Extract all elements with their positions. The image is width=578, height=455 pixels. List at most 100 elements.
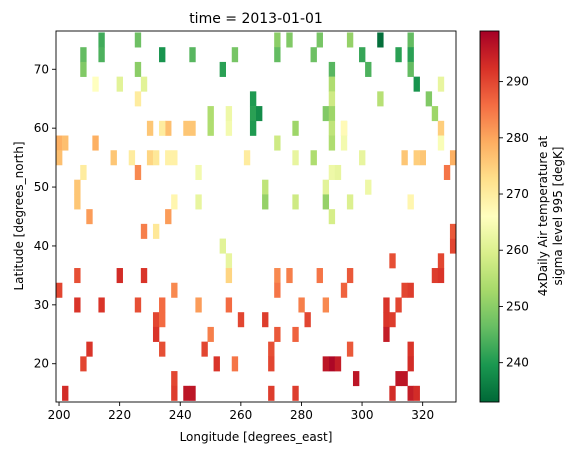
heatmap-cell (262, 179, 269, 195)
heatmap-cell (395, 297, 402, 313)
heatmap-cell (249, 106, 257, 122)
heatmap-cell (225, 253, 233, 269)
x-tick-label: 240 (169, 408, 192, 422)
heatmap-cell (437, 253, 445, 269)
heatmap-cell (146, 120, 154, 136)
heatmap-cell (395, 371, 402, 387)
heatmap-cell (352, 371, 360, 387)
heatmap-cell (328, 135, 336, 151)
heatmap-cell (274, 282, 281, 298)
heatmap-cell (80, 47, 87, 63)
heatmap-cell (207, 326, 214, 342)
heatmap-cell (98, 32, 105, 48)
heatmap-cell (274, 135, 281, 151)
heatmap-cell (128, 150, 136, 166)
heatmap-cell (407, 341, 414, 357)
colorbar-tick-label: 240 (506, 356, 529, 370)
heatmap-cell (262, 312, 269, 328)
y-tick-label: 40 (34, 239, 49, 253)
y-axis-label: Latitude [degrees_north] (12, 141, 26, 290)
x-tick-label: 320 (411, 408, 434, 422)
colorbar-tick-label: 270 (506, 187, 529, 201)
y-tick-label: 50 (34, 180, 49, 194)
heatmap-cell (377, 32, 384, 48)
heatmap-cell (328, 76, 336, 92)
heatmap-cell (268, 356, 275, 372)
heatmap-cell (383, 312, 390, 328)
heatmap-cell (310, 47, 317, 63)
heatmap-cell (437, 135, 445, 151)
colorbar-tick-label: 260 (506, 243, 529, 257)
x-tick-label: 200 (48, 408, 71, 422)
heatmap-cell (171, 194, 178, 210)
heatmap-cell (316, 32, 323, 48)
colorbar-tick-label: 290 (506, 75, 529, 89)
heatmap-cell (219, 238, 226, 254)
heatmap-cell (407, 282, 414, 298)
colorbar-label-line-2: sigma level 995 [degK] (551, 147, 565, 286)
colorbar-label-line-1: 4xDaily Air temperature at (536, 135, 550, 296)
heatmap-cell (62, 135, 69, 151)
heatmap-cell (286, 32, 293, 48)
heatmap-cell (413, 150, 420, 166)
heatmap-cell (98, 47, 105, 63)
heatmap-cell (189, 120, 196, 136)
heatmap-cell (256, 106, 263, 122)
heatmap-cell (346, 32, 354, 48)
colorbar (479, 30, 500, 403)
heatmap-cell (292, 385, 299, 401)
heatmap-cell (316, 268, 323, 284)
heatmap-cell (195, 297, 202, 313)
heatmap-cell (56, 150, 63, 166)
heatmap-cell (80, 61, 87, 77)
y-tick-label: 70 (34, 62, 49, 76)
x-axis-label: Longitude [degrees_east] (180, 430, 333, 444)
heatmap-cell (225, 297, 233, 313)
y-axis-ticks: 20 30 40 50 60 70 (34, 62, 56, 371)
heatmap-cell (359, 47, 366, 63)
heatmap-cell (134, 61, 142, 77)
x-tick-label: 260 (229, 408, 252, 422)
heatmap-cell (310, 150, 317, 166)
heatmap-cell (383, 326, 390, 342)
heatmap-cell (262, 194, 269, 210)
heatmap-cell (419, 150, 426, 166)
heatmap-cell (159, 47, 166, 63)
heatmap-cell (437, 76, 445, 92)
heatmap-cell (56, 135, 63, 151)
heatmap-cell (425, 91, 433, 107)
heatmap-cell (274, 47, 281, 63)
heatmap-cell (165, 209, 172, 225)
heatmap-cell (328, 356, 336, 372)
heatmap-cell (116, 268, 123, 284)
heatmap-cell (340, 282, 348, 298)
heatmap-cell (328, 164, 336, 180)
heatmap-cell (152, 312, 160, 328)
heatmap-cell (407, 385, 414, 401)
heatmap-cell (165, 120, 172, 136)
heatmap-cell (407, 194, 414, 210)
colorbar-ticks: 240 250 260 270 280 290 (499, 75, 529, 370)
heatmap-cell (328, 91, 336, 107)
heatmap-cell (407, 32, 414, 48)
heatmap-cell (86, 341, 93, 357)
heatmap-cell (322, 356, 330, 372)
heatmap-cell (292, 326, 299, 342)
heatmap-cell (171, 385, 178, 401)
heatmap-cell (249, 91, 257, 107)
heatmap-cell (377, 91, 384, 107)
x-axis-ticks: 200 220 240 260 280 300 320 (48, 402, 434, 422)
heatmap-cell (152, 326, 160, 342)
heatmap-cell (389, 385, 396, 401)
heatmap-cell (328, 106, 336, 122)
heatmap-cell (86, 209, 93, 225)
heatmap-cell (383, 297, 390, 313)
heatmap-cell (152, 150, 160, 166)
heatmap-cell (189, 385, 196, 401)
heatmap-cell (413, 76, 420, 92)
heatmap-cell (401, 282, 408, 298)
heatmap-cell (274, 326, 281, 342)
heatmap-cell (183, 385, 190, 401)
heatmap-cell (334, 164, 342, 180)
heatmap-cell (74, 179, 81, 195)
